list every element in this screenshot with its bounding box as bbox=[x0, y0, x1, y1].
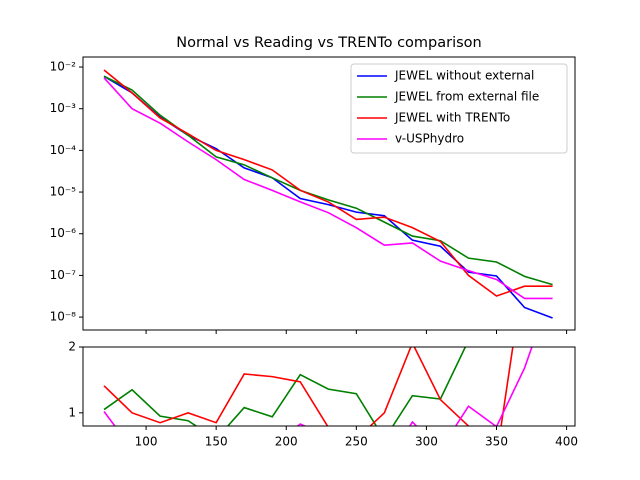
axes-frame bbox=[82, 56, 576, 331]
legend-label: JEWEL without external bbox=[394, 69, 534, 83]
x-tick-label: 200 bbox=[275, 435, 298, 449]
y-tick-label: 1 bbox=[68, 405, 76, 419]
y-tick-label: 10⁻³ bbox=[50, 101, 77, 115]
chart-title: Normal vs Reading vs TRENTo comparison bbox=[176, 35, 482, 51]
x-tick-label: 100 bbox=[135, 435, 158, 449]
axes-frame bbox=[82, 346, 576, 427]
legend-label: JEWEL from external file bbox=[394, 90, 539, 104]
x-tick-label: 350 bbox=[485, 435, 508, 449]
y-tick-label: 10⁻⁸ bbox=[50, 310, 77, 324]
series-line bbox=[103, 347, 467, 426]
y-tick-label: 10⁻⁵ bbox=[50, 185, 77, 199]
x-tick-label: 150 bbox=[205, 435, 228, 449]
y-tick-label: 2 bbox=[68, 340, 76, 354]
x-tick-label: 250 bbox=[345, 435, 368, 449]
y-tick-label: 10⁻² bbox=[50, 60, 77, 74]
series-line bbox=[103, 347, 514, 426]
y-tick-label: 10⁻⁴ bbox=[50, 143, 77, 157]
series-line bbox=[103, 77, 553, 300]
legend-label: JEWEL with TRENTo bbox=[394, 111, 510, 125]
legend-box bbox=[350, 63, 568, 154]
legend-label: v-USPhydro bbox=[395, 132, 464, 146]
x-tick-label: 300 bbox=[415, 435, 438, 449]
y-tick-label: 10⁻⁷ bbox=[50, 268, 77, 282]
y-tick-label: 10⁻⁶ bbox=[50, 226, 77, 240]
x-tick-label: 400 bbox=[555, 435, 578, 449]
series-line bbox=[103, 347, 533, 426]
series-line bbox=[103, 69, 553, 297]
